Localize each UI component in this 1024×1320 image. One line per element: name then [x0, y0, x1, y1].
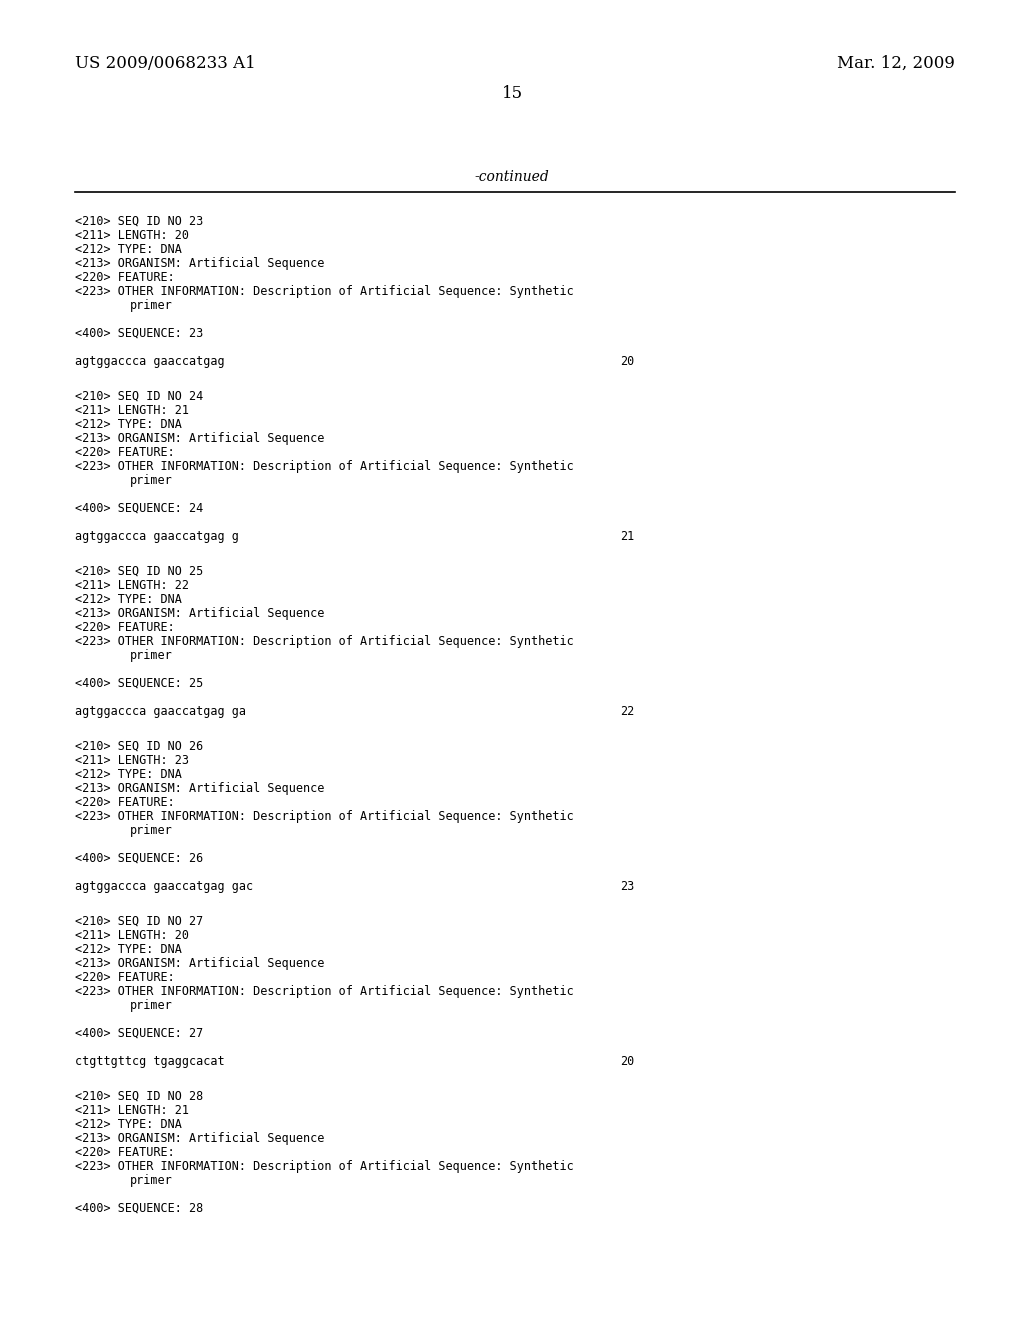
Text: <220> FEATURE:: <220> FEATURE:	[75, 796, 175, 809]
Text: <213> ORGANISM: Artificial Sequence: <213> ORGANISM: Artificial Sequence	[75, 607, 325, 620]
Text: -continued: -continued	[475, 170, 549, 183]
Text: primer: primer	[130, 1173, 173, 1187]
Text: <211> LENGTH: 20: <211> LENGTH: 20	[75, 228, 189, 242]
Text: <212> TYPE: DNA: <212> TYPE: DNA	[75, 1118, 182, 1131]
Text: <210> SEQ ID NO 27: <210> SEQ ID NO 27	[75, 915, 203, 928]
Text: <213> ORGANISM: Artificial Sequence: <213> ORGANISM: Artificial Sequence	[75, 957, 325, 970]
Text: ctgttgttcg tgaggcacat: ctgttgttcg tgaggcacat	[75, 1055, 224, 1068]
Text: <220> FEATURE:: <220> FEATURE:	[75, 271, 175, 284]
Text: 23: 23	[620, 880, 634, 894]
Text: <220> FEATURE:: <220> FEATURE:	[75, 446, 175, 459]
Text: <211> LENGTH: 21: <211> LENGTH: 21	[75, 404, 189, 417]
Text: primer: primer	[130, 649, 173, 663]
Text: <211> LENGTH: 20: <211> LENGTH: 20	[75, 929, 189, 942]
Text: <212> TYPE: DNA: <212> TYPE: DNA	[75, 243, 182, 256]
Text: <211> LENGTH: 22: <211> LENGTH: 22	[75, 579, 189, 591]
Text: <400> SEQUENCE: 23: <400> SEQUENCE: 23	[75, 327, 203, 341]
Text: <210> SEQ ID NO 26: <210> SEQ ID NO 26	[75, 741, 203, 752]
Text: <220> FEATURE:: <220> FEATURE:	[75, 1146, 175, 1159]
Text: 20: 20	[620, 1055, 634, 1068]
Text: primer: primer	[130, 300, 173, 312]
Text: agtggaccca gaaccatgag gac: agtggaccca gaaccatgag gac	[75, 880, 253, 894]
Text: <211> LENGTH: 21: <211> LENGTH: 21	[75, 1104, 189, 1117]
Text: <400> SEQUENCE: 26: <400> SEQUENCE: 26	[75, 851, 203, 865]
Text: <213> ORGANISM: Artificial Sequence: <213> ORGANISM: Artificial Sequence	[75, 432, 325, 445]
Text: primer: primer	[130, 474, 173, 487]
Text: US 2009/0068233 A1: US 2009/0068233 A1	[75, 55, 256, 73]
Text: <223> OTHER INFORMATION: Description of Artificial Sequence: Synthetic: <223> OTHER INFORMATION: Description of …	[75, 1160, 573, 1173]
Text: 20: 20	[620, 355, 634, 368]
Text: <400> SEQUENCE: 28: <400> SEQUENCE: 28	[75, 1203, 203, 1214]
Text: <213> ORGANISM: Artificial Sequence: <213> ORGANISM: Artificial Sequence	[75, 257, 325, 271]
Text: <400> SEQUENCE: 27: <400> SEQUENCE: 27	[75, 1027, 203, 1040]
Text: <223> OTHER INFORMATION: Description of Artificial Sequence: Synthetic: <223> OTHER INFORMATION: Description of …	[75, 285, 573, 298]
Text: <223> OTHER INFORMATION: Description of Artificial Sequence: Synthetic: <223> OTHER INFORMATION: Description of …	[75, 459, 573, 473]
Text: <212> TYPE: DNA: <212> TYPE: DNA	[75, 768, 182, 781]
Text: <223> OTHER INFORMATION: Description of Artificial Sequence: Synthetic: <223> OTHER INFORMATION: Description of …	[75, 985, 573, 998]
Text: primer: primer	[130, 999, 173, 1012]
Text: <210> SEQ ID NO 24: <210> SEQ ID NO 24	[75, 389, 203, 403]
Text: <213> ORGANISM: Artificial Sequence: <213> ORGANISM: Artificial Sequence	[75, 781, 325, 795]
Text: <212> TYPE: DNA: <212> TYPE: DNA	[75, 593, 182, 606]
Text: <210> SEQ ID NO 28: <210> SEQ ID NO 28	[75, 1090, 203, 1104]
Text: <212> TYPE: DNA: <212> TYPE: DNA	[75, 418, 182, 432]
Text: <220> FEATURE:: <220> FEATURE:	[75, 972, 175, 983]
Text: <212> TYPE: DNA: <212> TYPE: DNA	[75, 942, 182, 956]
Text: <400> SEQUENCE: 24: <400> SEQUENCE: 24	[75, 502, 203, 515]
Text: <210> SEQ ID NO 23: <210> SEQ ID NO 23	[75, 215, 203, 228]
Text: 21: 21	[620, 531, 634, 543]
Text: 22: 22	[620, 705, 634, 718]
Text: agtggaccca gaaccatgag: agtggaccca gaaccatgag	[75, 355, 224, 368]
Text: <223> OTHER INFORMATION: Description of Artificial Sequence: Synthetic: <223> OTHER INFORMATION: Description of …	[75, 635, 573, 648]
Text: agtggaccca gaaccatgag ga: agtggaccca gaaccatgag ga	[75, 705, 246, 718]
Text: <213> ORGANISM: Artificial Sequence: <213> ORGANISM: Artificial Sequence	[75, 1133, 325, 1144]
Text: 15: 15	[502, 84, 522, 102]
Text: <211> LENGTH: 23: <211> LENGTH: 23	[75, 754, 189, 767]
Text: primer: primer	[130, 824, 173, 837]
Text: <400> SEQUENCE: 25: <400> SEQUENCE: 25	[75, 677, 203, 690]
Text: <210> SEQ ID NO 25: <210> SEQ ID NO 25	[75, 565, 203, 578]
Text: Mar. 12, 2009: Mar. 12, 2009	[838, 55, 955, 73]
Text: <223> OTHER INFORMATION: Description of Artificial Sequence: Synthetic: <223> OTHER INFORMATION: Description of …	[75, 810, 573, 822]
Text: agtggaccca gaaccatgag g: agtggaccca gaaccatgag g	[75, 531, 239, 543]
Text: <220> FEATURE:: <220> FEATURE:	[75, 620, 175, 634]
